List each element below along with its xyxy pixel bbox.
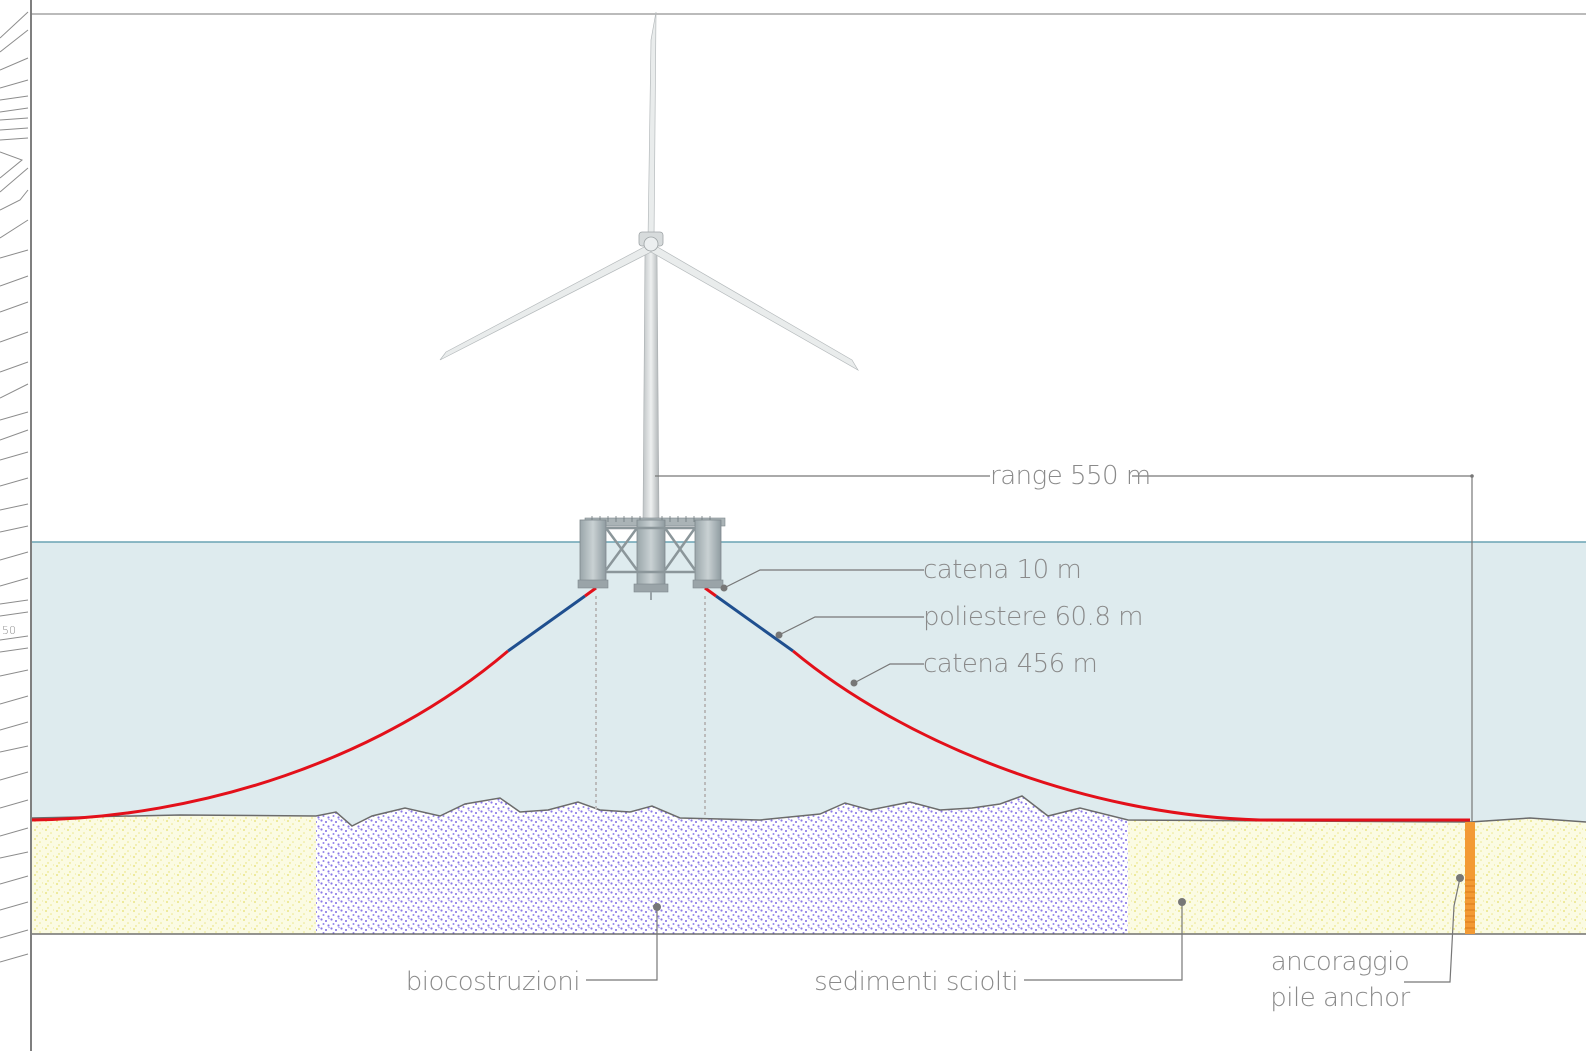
label-sedimenti: sedimenti sciolti [814,967,1018,997]
leader-sedimenti [1024,902,1183,981]
leader-anchor [1404,877,1461,983]
sediments-right [1128,818,1586,934]
range-dimension [655,475,1473,822]
contour-lines [0,11,29,963]
seabed-profile [31,795,1586,827]
mooring-right [704,586,1470,822]
sea-area [32,542,1586,832]
leader-catena-long [853,663,924,684]
label-range: range 550 m [990,461,1151,491]
mooring-left [31,586,597,822]
leader-biocostruzioni [586,907,658,981]
pile-anchor [1465,822,1475,934]
label-anchor-line1: ancoraggio [1271,947,1410,977]
sediments-left [32,815,316,934]
leader-polyester [778,616,924,636]
wind-turbine-icon [439,11,859,521]
biocostruzioni-area [316,796,1128,934]
leader-catena-short [723,569,924,589]
label-catena-short: catena 10 m [923,555,1081,585]
label-catena-long: catena 456 m [923,649,1097,679]
label-anchor-line2: pile anchor [1270,983,1410,1013]
contour-label: 50 [2,624,16,637]
pile-anchor-hatch [1465,879,1475,929]
label-biocostruzioni: biocostruzioni [406,967,580,997]
label-polyester: poliestere 60.8 m [923,602,1143,632]
floating-platform-icon [577,516,726,600]
